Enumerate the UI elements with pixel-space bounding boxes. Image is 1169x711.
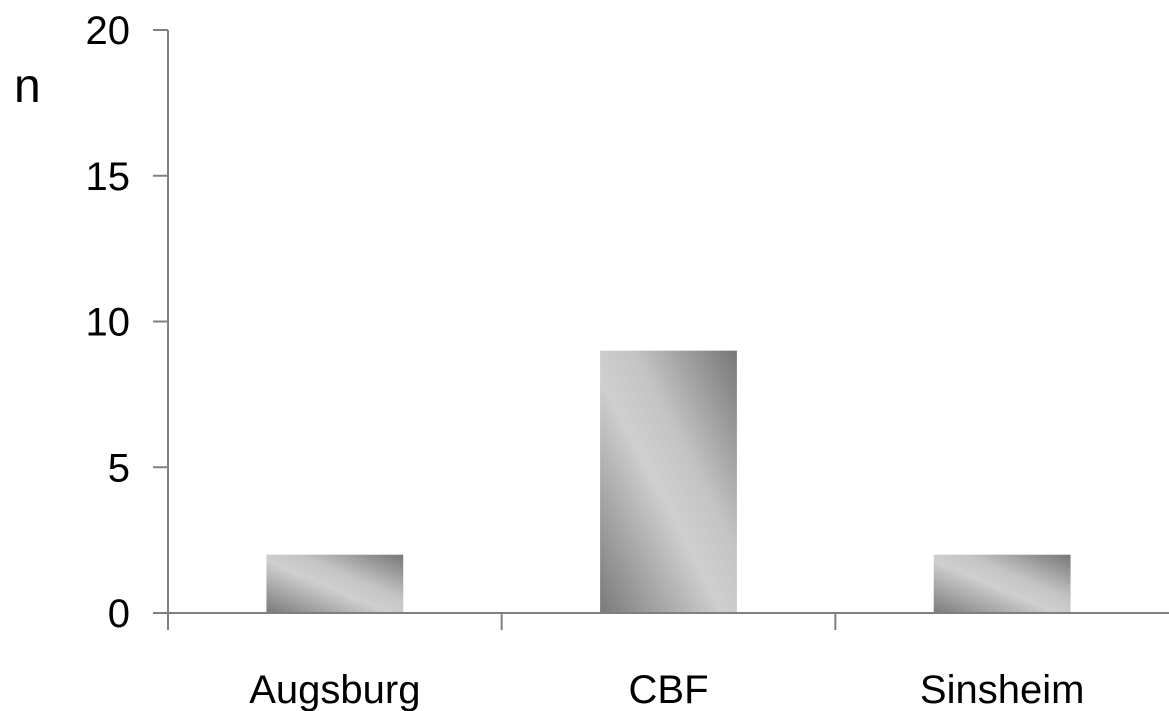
x-tick-label: CBF [629, 668, 709, 711]
y-tick-label: 10 [86, 301, 131, 345]
y-axis-title: n [14, 60, 41, 113]
x-axis: Augsburg CBF Sinsheim [168, 612, 1169, 711]
y-tick-label: 15 [86, 155, 131, 199]
bar-cbf [600, 350, 737, 613]
x-tick-label: Sinsheim [920, 668, 1085, 711]
bar-augsburg [266, 554, 404, 613]
y-axis: 0 5 10 15 20 [86, 9, 169, 636]
y-tick-label: 5 [108, 446, 130, 490]
y-tick-label: 0 [108, 592, 130, 636]
bar-sinsheim [933, 554, 1071, 613]
y-tick-label: 20 [86, 9, 131, 53]
bars-group [266, 350, 1071, 613]
x-tick-label: Augsburg [249, 668, 420, 711]
